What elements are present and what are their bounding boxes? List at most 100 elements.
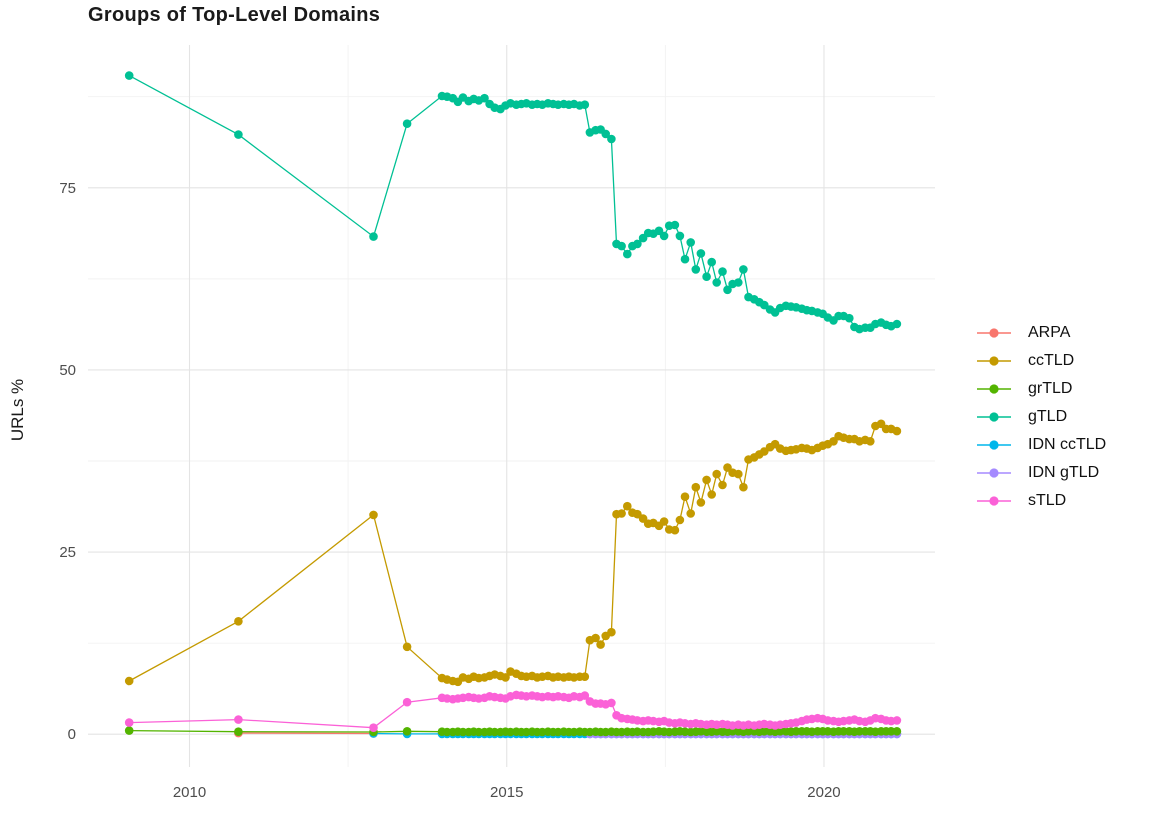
legend-label: IDN gTLD	[1028, 464, 1100, 481]
legend-item-ARPA: ARPA	[976, 319, 1106, 347]
data-point	[712, 469, 721, 479]
data-point	[402, 642, 412, 652]
legend-key-icon	[977, 440, 1011, 450]
gridlines	[88, 45, 935, 767]
data-point	[369, 510, 378, 520]
data-point	[734, 278, 743, 287]
data-point	[723, 285, 732, 295]
data-point	[892, 727, 902, 736]
chart-title: Groups of Top-Level Domains	[88, 4, 381, 26]
data-point	[580, 100, 590, 109]
data-point	[580, 672, 590, 681]
legend-key-icon	[977, 356, 1011, 366]
y-axis-label: URLs %	[8, 378, 27, 442]
data-point	[234, 617, 243, 626]
x-tick-label: 2015	[490, 784, 523, 801]
data-point	[712, 278, 721, 287]
data-point	[675, 515, 685, 525]
y-tick-label: 50	[59, 362, 76, 379]
series-line	[128, 75, 898, 330]
data-point	[369, 723, 378, 732]
data-point	[617, 241, 626, 251]
legend-item-gTLD: gTLD	[976, 403, 1106, 431]
data-point	[633, 239, 642, 249]
data-point	[675, 231, 685, 241]
data-point	[670, 220, 680, 230]
data-point	[691, 482, 701, 492]
data-point	[686, 509, 695, 518]
data-point	[866, 437, 875, 446]
data-point	[707, 257, 716, 267]
data-point	[607, 627, 616, 637]
data-point	[696, 249, 706, 258]
y-tick-label: 75	[59, 180, 76, 197]
data-point	[718, 267, 727, 276]
x-tick-label: 2020	[807, 784, 840, 801]
data-point	[124, 726, 134, 735]
data-point	[402, 697, 412, 707]
legend-label: grTLD	[1028, 380, 1073, 397]
data-point	[124, 71, 134, 80]
data-point	[234, 727, 243, 736]
y-tick-label: 25	[59, 544, 76, 561]
data-point	[124, 718, 134, 727]
data-point	[691, 265, 701, 274]
data-point	[607, 698, 616, 708]
legend-key-icon	[977, 468, 1011, 478]
series-sTLD	[124, 690, 902, 732]
series-ARPA	[234, 728, 378, 738]
data-point	[718, 480, 727, 490]
legend-item-ccTLD: ccTLD	[976, 347, 1106, 375]
data-point	[892, 716, 902, 725]
legend: ARPA ccTLD grTLD gTLD IDN ccTLD IDN gTLD sTLD	[976, 319, 1106, 515]
data-point	[696, 498, 706, 507]
legend-item-grTLD: grTLD	[976, 375, 1106, 403]
legend-label: ARPA	[1028, 324, 1071, 341]
data-point	[234, 130, 243, 139]
legend-key-icon	[977, 328, 1011, 338]
legend-label: ccTLD	[1028, 352, 1075, 369]
legend-label: IDN ccTLD	[1028, 436, 1107, 453]
data-point	[234, 715, 243, 724]
data-point	[845, 313, 854, 323]
data-point	[892, 426, 902, 436]
data-point	[680, 492, 690, 502]
legend-item-sTLD: sTLD	[976, 487, 1106, 515]
series-gTLD	[124, 71, 902, 334]
legend-key-icon	[977, 384, 1011, 394]
legend-key-icon	[977, 496, 1011, 506]
data-point	[702, 475, 711, 485]
data-point	[617, 509, 626, 518]
data-point	[601, 129, 610, 139]
legend-item-IDN-ccTLD: IDN ccTLD	[976, 431, 1106, 459]
data-point	[734, 469, 743, 479]
data-point	[739, 265, 748, 274]
legend-item-IDN-gTLD: IDN gTLD	[976, 459, 1106, 487]
data-point	[402, 727, 412, 736]
data-point	[670, 525, 680, 535]
data-point	[124, 676, 134, 686]
data-point	[702, 272, 711, 282]
x-tick-label: 2010	[173, 784, 206, 801]
legend-label: sTLD	[1028, 492, 1067, 509]
axis-tick-labels: 0 25 50 75 2010 2015 2020	[59, 180, 840, 801]
data-point	[623, 249, 632, 259]
legend-key-icon	[977, 412, 1011, 422]
data-point	[686, 238, 695, 247]
data-point	[480, 93, 489, 103]
data-point	[402, 119, 412, 128]
data-point	[892, 319, 902, 329]
data-point	[680, 254, 690, 264]
data-point	[580, 691, 590, 700]
data-point	[739, 482, 748, 492]
data-point	[623, 501, 632, 511]
data-point	[501, 673, 510, 682]
data-point	[596, 640, 605, 649]
data-point	[659, 231, 669, 241]
y-tick-label: 0	[68, 726, 76, 743]
data-point	[659, 517, 669, 526]
data-point	[707, 490, 716, 499]
legend-label: gTLD	[1028, 408, 1068, 425]
